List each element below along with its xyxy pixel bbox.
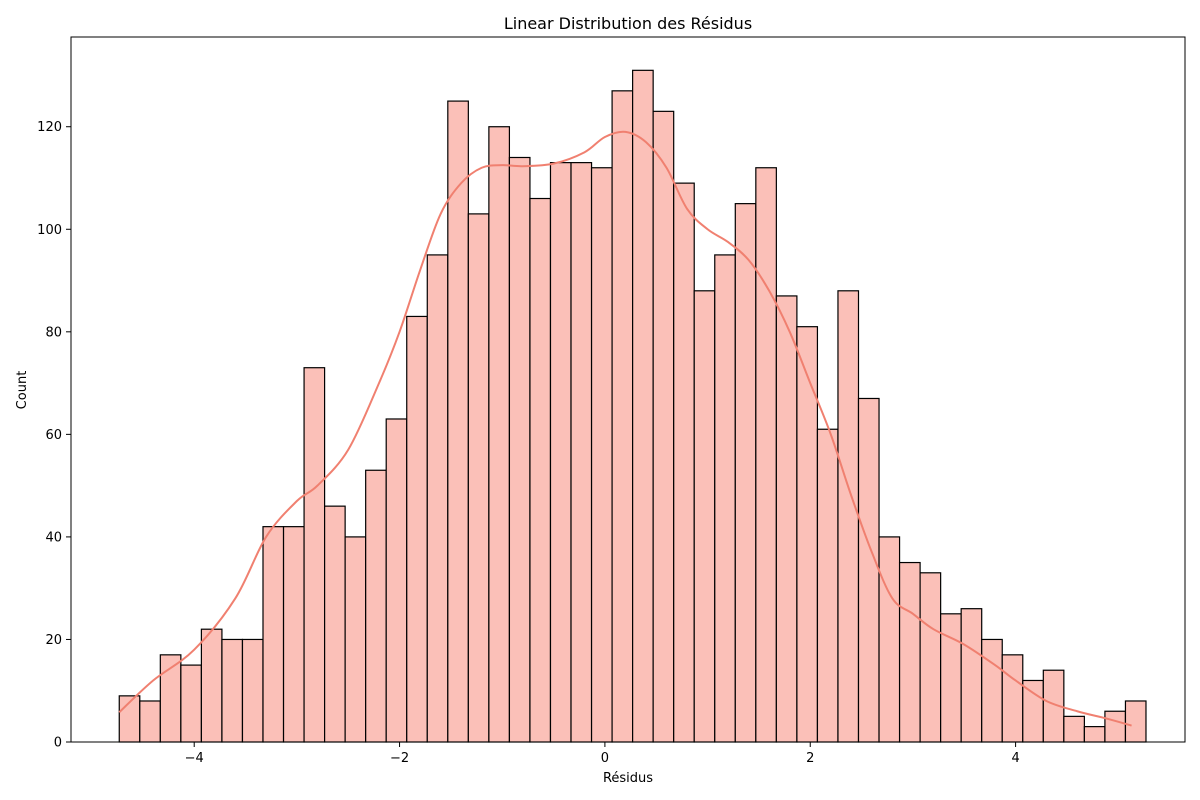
- histogram-bar: [488, 126, 511, 743]
- histogram-bar: [282, 526, 305, 743]
- kde-curve: [118, 130, 1132, 727]
- y-tick-label: 120: [37, 120, 62, 135]
- x-tick-label: −4: [185, 751, 204, 766]
- histogram-bar: [1104, 710, 1127, 743]
- histogram-bar: [549, 162, 572, 743]
- x-axis-label: Résidus: [603, 771, 653, 786]
- histogram-bar: [406, 315, 428, 743]
- histogram-bar: [508, 156, 531, 743]
- histogram-bar: [919, 572, 942, 743]
- histogram-bar: [940, 613, 962, 743]
- histogram-bar: [1001, 654, 1024, 743]
- histogram-bar: [303, 367, 326, 743]
- y-tick-label: 100: [37, 223, 62, 238]
- histogram-bar: [652, 110, 675, 743]
- x-tick-label: −2: [390, 751, 409, 766]
- histogram-bar: [611, 90, 634, 743]
- histogram-bar: [981, 638, 1003, 743]
- y-axis-label: Count: [15, 371, 30, 410]
- histogram-bar: [837, 290, 860, 743]
- y-tick-label: 20: [45, 633, 62, 648]
- histogram-bar: [262, 526, 285, 743]
- histogram-bar: [529, 197, 552, 743]
- histogram-bar: [1124, 700, 1147, 743]
- histogram-bar: [344, 536, 367, 743]
- histogram-bar: [796, 326, 819, 743]
- histogram-bar: [324, 505, 346, 743]
- histogram-bar: [775, 295, 798, 743]
- histogram-bar: [180, 664, 202, 743]
- histogram-bar: [1022, 679, 1044, 743]
- plot-frame: [70, 36, 1186, 743]
- histogram-bar: [467, 213, 490, 743]
- histogram-bar: [385, 418, 408, 743]
- histogram-bar: [139, 700, 161, 743]
- y-tick-label: 0: [54, 736, 62, 751]
- y-tick-label: 40: [45, 530, 62, 545]
- histogram-bar: [816, 428, 839, 743]
- histogram-bar: [200, 628, 223, 743]
- histogram-bar: [221, 638, 244, 743]
- histogram-bar: [590, 167, 613, 743]
- histogram-bar: [1063, 715, 1085, 743]
- histogram-bar: [755, 167, 777, 743]
- y-tick-label: 80: [45, 325, 62, 340]
- x-tick-label: 0: [601, 751, 609, 766]
- chart-title: Linear Distribution des Résidus: [504, 14, 752, 33]
- histogram-bar: [693, 290, 716, 743]
- histogram-bar: [570, 162, 593, 743]
- y-tick-label: 60: [45, 428, 62, 443]
- y-axis-ticks: 0 20 40 60 80 100 120: [37, 120, 71, 751]
- x-axis-ticks: −4 −2 0 2 4: [185, 742, 1020, 766]
- histogram-bar: [673, 182, 695, 743]
- histogram-bar: [878, 536, 901, 743]
- histogram-bar: [241, 638, 264, 743]
- x-tick-label: 4: [1011, 751, 1019, 766]
- histogram-bar: [632, 69, 654, 743]
- histogram-bar: [714, 254, 736, 743]
- histogram-bar: [365, 469, 387, 743]
- x-tick-label: 2: [806, 751, 814, 766]
- histogram-bar: [898, 561, 921, 743]
- histogram-bar: [1083, 726, 1106, 743]
- histogram-bar: [960, 608, 983, 743]
- histogram-bar: [734, 203, 757, 743]
- histogram-bar: [426, 254, 449, 743]
- histogram-bar: [857, 397, 880, 743]
